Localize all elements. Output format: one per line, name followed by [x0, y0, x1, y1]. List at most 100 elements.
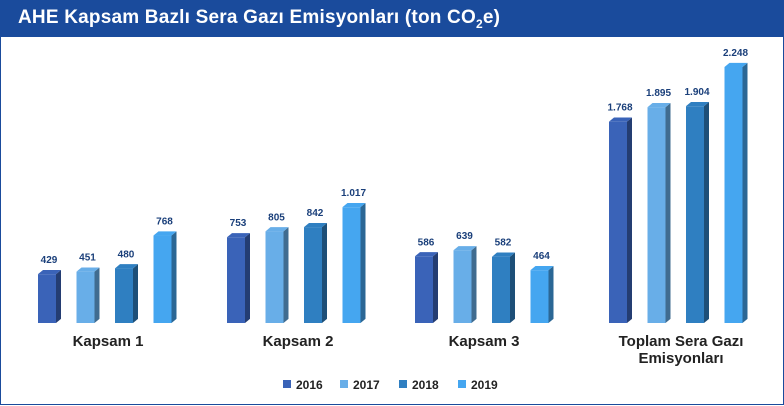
bar-top — [724, 62, 748, 67]
bar-top — [153, 231, 177, 236]
bar-3-2018 — [492, 252, 515, 323]
bar-front — [453, 250, 472, 323]
bar-side — [627, 117, 632, 323]
bar-front — [724, 67, 743, 323]
bar-4-2017 — [647, 103, 671, 324]
bar-top — [304, 222, 327, 228]
bar-3-2019 — [530, 265, 554, 323]
bar-front — [304, 227, 322, 323]
bar-1-2017 — [76, 267, 100, 323]
bar-side — [704, 102, 709, 323]
bar-front — [227, 237, 245, 323]
bar-side — [548, 265, 554, 323]
data-label: 586 — [418, 237, 435, 248]
bar-4-2018 — [686, 102, 709, 323]
bar-front — [38, 274, 56, 323]
data-label: 1.768 — [607, 103, 632, 114]
bar-front — [76, 271, 95, 323]
bar-2-2017 — [265, 227, 289, 323]
bar-4-2016 — [609, 117, 632, 323]
bar-side — [94, 267, 100, 323]
title-bar: AHE Kapsam Bazlı Sera Gazı Emisyonları (… — [1, 1, 784, 37]
bar-top — [415, 252, 438, 257]
bar-front — [686, 106, 704, 323]
bar-1-2019 — [153, 231, 177, 323]
data-label: 805 — [268, 212, 285, 223]
data-label: 1.904 — [684, 87, 709, 98]
bar-2-2018 — [304, 222, 327, 323]
bar-2-2019 — [342, 203, 366, 323]
bar-top — [492, 252, 515, 257]
bar-front — [647, 107, 666, 324]
bar-side — [322, 222, 327, 323]
chart-title-end: e) — [482, 7, 501, 28]
legend-swatch — [340, 380, 348, 388]
bar-1-2016 — [38, 269, 61, 323]
data-label: 1.017 — [341, 188, 366, 199]
chart-title: AHE Kapsam Bazlı Sera Gazı Emisyonları (… — [18, 7, 500, 31]
data-label: 480 — [118, 249, 135, 260]
bar-top — [76, 267, 100, 272]
data-label: 842 — [307, 208, 324, 219]
data-label: 1.895 — [646, 88, 671, 99]
bar-side — [283, 227, 289, 323]
category-label: Kapsam 1 — [73, 333, 144, 350]
data-label: 753 — [230, 218, 247, 229]
data-label: 2.248 — [723, 48, 748, 59]
category-label: Toplam Sera Gazı — [619, 333, 744, 350]
bar-front — [342, 207, 361, 323]
bar-3-2016 — [415, 252, 438, 323]
bar-1-2018 — [115, 264, 138, 323]
bar-top — [265, 227, 289, 232]
legend-swatch — [399, 380, 407, 388]
data-label: 451 — [79, 253, 96, 264]
data-label: 429 — [41, 255, 58, 266]
bar-top — [686, 102, 709, 107]
bar-front — [415, 256, 433, 323]
legend-swatch — [458, 380, 466, 388]
bar-front — [265, 231, 284, 323]
data-label: 639 — [456, 231, 473, 242]
bar-top — [530, 265, 554, 271]
bar-top — [115, 264, 138, 269]
chart-title-main: AHE Kapsam Bazlı Sera Gazı Emisyonları (… — [18, 7, 476, 28]
bar-front — [115, 268, 133, 323]
bar-top — [38, 269, 61, 275]
legend-label: 2018 — [412, 378, 439, 392]
bar-side — [433, 252, 438, 323]
bar-side — [742, 62, 748, 323]
legend-item-2018: 2018 — [399, 378, 439, 392]
legend-item-2016: 2016 — [283, 378, 323, 392]
bar-top — [342, 203, 366, 208]
bar-front — [153, 235, 172, 323]
category-label: Kapsam 2 — [263, 333, 334, 350]
bar-front — [530, 270, 549, 323]
legend-swatch — [283, 380, 291, 388]
bar-side — [471, 246, 477, 323]
data-label: 582 — [495, 238, 512, 249]
bar-front — [609, 121, 627, 323]
bar-4-2019 — [724, 62, 748, 323]
bar-side — [133, 264, 138, 323]
category-label: Kapsam 3 — [449, 333, 520, 350]
category-label: Emisyonları — [638, 350, 723, 367]
legend-label: 2017 — [353, 378, 380, 392]
legend-item-2019: 2019 — [458, 378, 498, 392]
legend-label: 2016 — [296, 378, 323, 392]
bar-2-2016 — [227, 233, 250, 323]
bar-top — [227, 233, 250, 238]
data-label: 768 — [156, 217, 173, 228]
legend-item-2017: 2017 — [340, 378, 380, 392]
bar-front — [492, 256, 510, 323]
bar-side — [171, 231, 177, 323]
bar-side — [360, 203, 366, 323]
bar-3-2017 — [453, 246, 477, 323]
bar-top — [647, 103, 671, 108]
bar-side — [56, 269, 61, 323]
data-label: 464 — [533, 251, 550, 262]
legend-label: 2019 — [471, 378, 498, 392]
bar-side — [510, 252, 515, 323]
bar-side — [665, 103, 671, 323]
